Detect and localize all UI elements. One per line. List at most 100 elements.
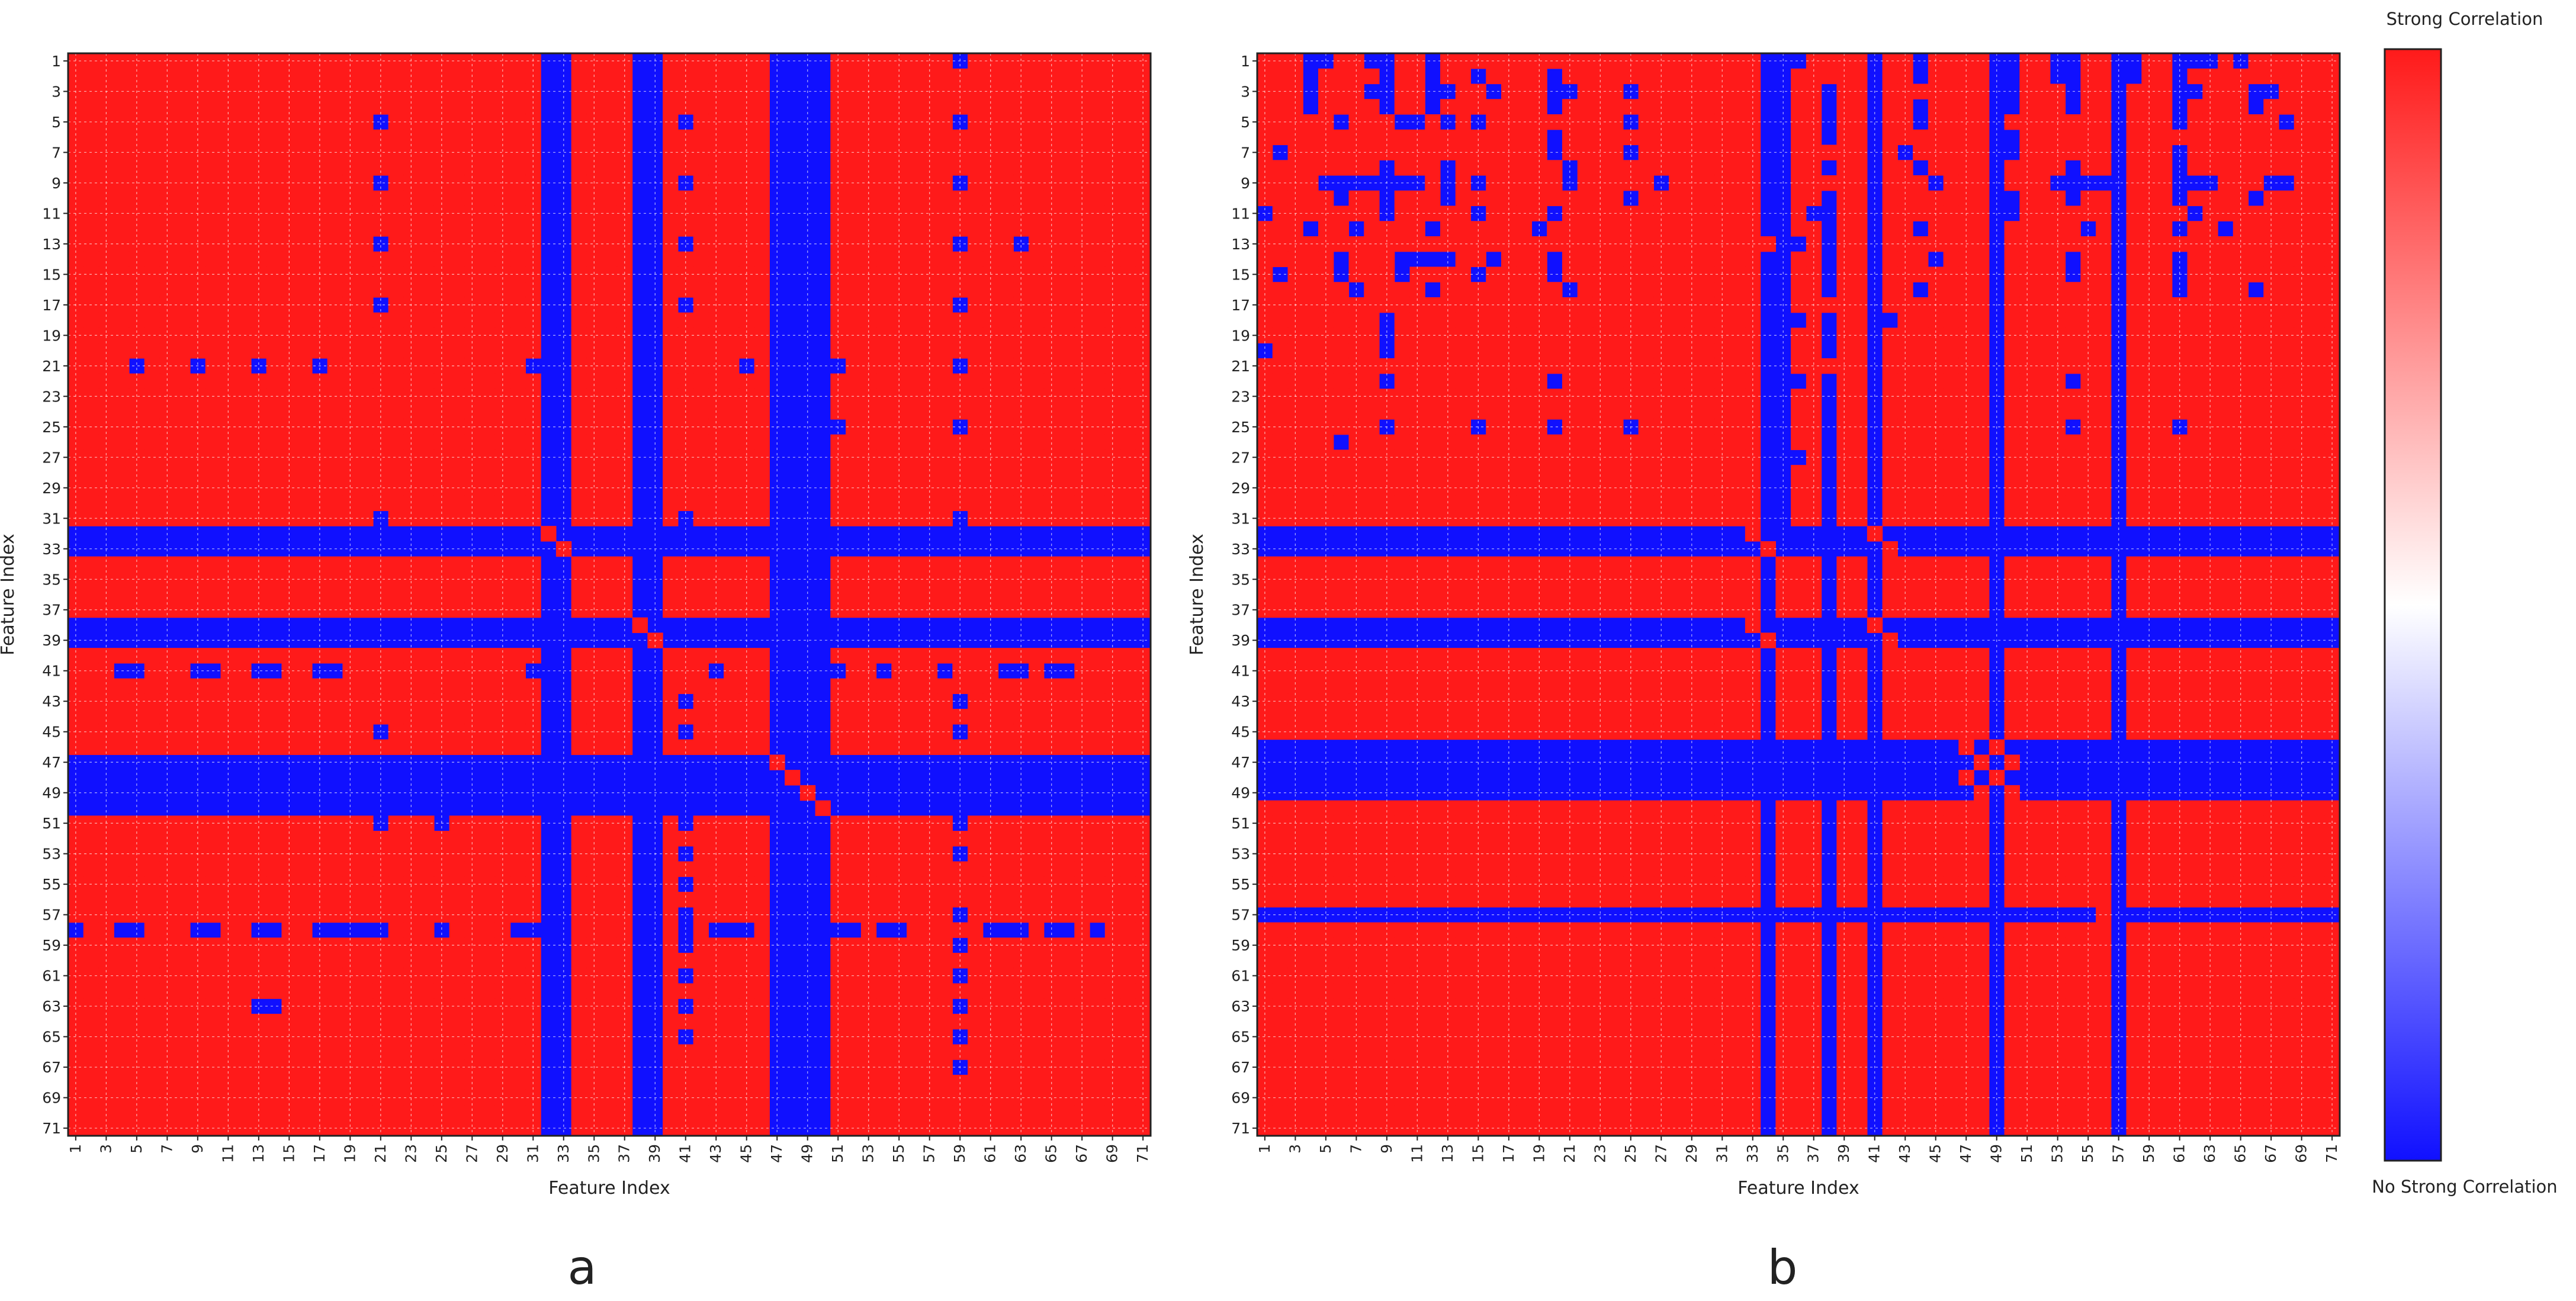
- heatmap-cell: [510, 1075, 526, 1091]
- heatmap-cell: [419, 251, 435, 268]
- heatmap-cell: [677, 160, 694, 176]
- heatmap-cell: [2157, 129, 2173, 146]
- heatmap-cell: [1364, 282, 1380, 298]
- heatmap-cell: [83, 465, 99, 481]
- heatmap-cell: [1074, 1105, 1090, 1121]
- heatmap-cell: [388, 404, 404, 420]
- heatmap-cell: [907, 1014, 923, 1030]
- heatmap-cell: [1547, 282, 1563, 298]
- heatmap-cell: [449, 953, 465, 969]
- heatmap-cell: [175, 495, 191, 511]
- heatmap-cell: [236, 404, 252, 420]
- heatmap-cell: [1029, 953, 1045, 969]
- heatmap-cell: [693, 876, 709, 892]
- heatmap-cell: [876, 160, 892, 176]
- heatmap-cell: [754, 648, 770, 664]
- heatmap-cell: [1029, 571, 1045, 587]
- heatmap-cell: [1455, 68, 1472, 85]
- heatmap-cell: [571, 861, 587, 877]
- heatmap-cell: [1135, 343, 1151, 359]
- heatmap-cell: [830, 236, 846, 252]
- heatmap-cell: [921, 1120, 938, 1136]
- heatmap-cell: [1135, 480, 1151, 496]
- heatmap-cell: [846, 160, 862, 176]
- heatmap-cell: [2096, 251, 2112, 268]
- heatmap-cell: [297, 953, 313, 969]
- heatmap-cell: [1364, 99, 1380, 115]
- heatmap-cell: [998, 876, 1014, 892]
- heatmap-cell: [2309, 160, 2325, 176]
- heatmap-cell: [2035, 160, 2051, 176]
- heatmap-cell: [2004, 175, 2020, 191]
- heatmap-cell: [998, 1029, 1014, 1045]
- heatmap-cell: [1029, 861, 1045, 877]
- heatmap-cell: [236, 1014, 252, 1030]
- heatmap-cell: [708, 327, 724, 343]
- heatmap-cell: [1135, 1014, 1151, 1030]
- heatmap-cell: [693, 373, 709, 390]
- heatmap-cell: [1882, 282, 1898, 298]
- heatmap-cell: [1913, 83, 1929, 99]
- heatmap-cell: [372, 343, 389, 359]
- heatmap-cell: [1364, 129, 1380, 146]
- heatmap-cell: [663, 404, 679, 420]
- heatmap-cell: [937, 693, 953, 709]
- heatmap-cell: [693, 1120, 709, 1136]
- heatmap-cell: [358, 312, 374, 329]
- heatmap-cell: [1348, 114, 1364, 130]
- heatmap-cell: [250, 709, 267, 725]
- heatmap-cell: [388, 434, 404, 451]
- heatmap-cell: [693, 846, 709, 862]
- heatmap-cell: [998, 1059, 1014, 1075]
- heatmap-cell: [1029, 648, 1045, 664]
- heatmap-cell: [724, 693, 740, 709]
- heatmap-cell: [998, 266, 1014, 282]
- heatmap-cell: [144, 221, 160, 237]
- heatmap-cell: [998, 129, 1014, 146]
- heatmap-cell: [83, 190, 99, 207]
- heatmap-cell: [907, 922, 923, 938]
- heatmap-cell: [281, 129, 297, 146]
- heatmap-cell: [616, 1105, 633, 1121]
- heatmap-cell: [494, 160, 511, 176]
- heatmap-cell: [480, 1120, 496, 1136]
- heatmap-cell: [1470, 160, 1486, 176]
- heatmap-cell: [464, 129, 480, 146]
- heatmap-cell: [602, 358, 618, 374]
- heatmap-cell: [1333, 236, 1350, 252]
- heatmap-cell: [1577, 251, 1594, 268]
- heatmap-cell: [388, 968, 404, 984]
- heatmap-cell: [480, 876, 496, 892]
- heatmap-cell: [1440, 221, 1456, 237]
- heatmap-cell: [724, 404, 740, 420]
- heatmap-cell: [2019, 114, 2035, 130]
- x-tick-label: 55: [890, 1144, 907, 1163]
- heatmap-cell: [1364, 236, 1380, 252]
- heatmap-cell: [724, 602, 740, 618]
- heatmap-cell: [494, 343, 511, 359]
- heatmap-cell: [907, 358, 923, 374]
- x-tick-label: 19: [341, 1144, 358, 1163]
- heatmap-cell: [358, 556, 374, 572]
- heatmap-cell: [602, 1059, 618, 1075]
- heatmap-cell: [1029, 922, 1045, 938]
- heatmap-cell: [1104, 678, 1121, 694]
- heatmap-cell: [144, 68, 160, 85]
- heatmap-cell: [1943, 68, 1959, 85]
- heatmap-cell: [403, 221, 419, 237]
- heatmap-cell: [2248, 221, 2264, 237]
- heatmap-cell: [220, 678, 236, 694]
- heatmap-cell: [68, 1105, 84, 1121]
- heatmap-cell: [266, 1044, 282, 1060]
- heatmap-cell: [1135, 144, 1151, 160]
- heatmap-cell: [891, 221, 907, 237]
- heatmap-cell: [236, 495, 252, 511]
- heatmap-cell: [2126, 114, 2142, 130]
- heatmap-cell: [250, 114, 267, 130]
- y-tick-label: 65: [42, 1029, 61, 1046]
- heatmap-cell: [114, 831, 130, 847]
- heatmap-cell: [1958, 129, 1974, 146]
- heatmap-cell: [738, 709, 755, 725]
- heatmap-cell: [388, 251, 404, 268]
- heatmap-cell: [327, 404, 343, 420]
